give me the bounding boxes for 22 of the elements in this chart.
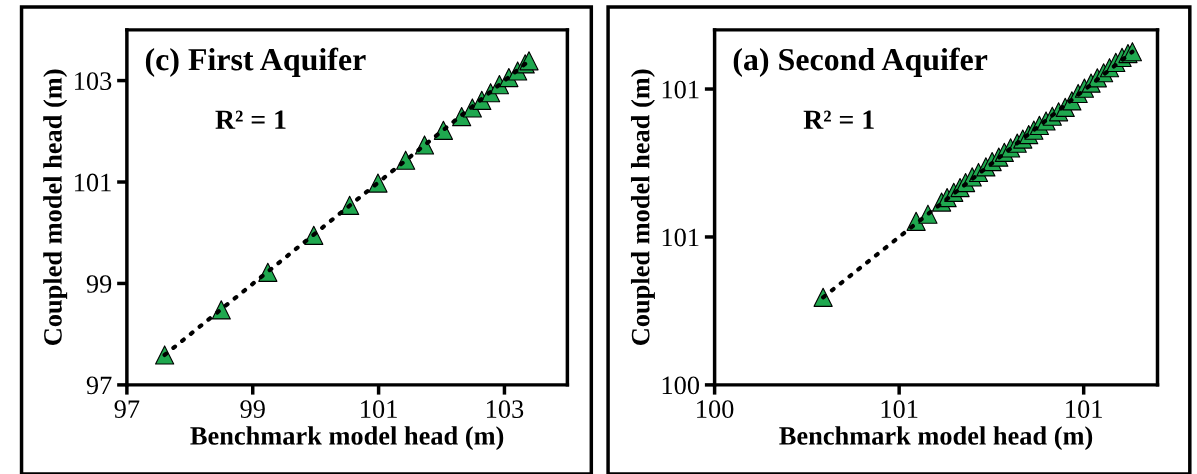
y-axis-title: Coupled model head (m) (630, 69, 655, 345)
y-tick-label: 101 (662, 80, 699, 99)
annotation: R² = 1 (215, 110, 286, 129)
y-tick-label: 101 (75, 173, 111, 192)
text: (a) Second Aquifer (733, 47, 988, 77)
x-tick-label: 100 (697, 400, 734, 419)
x-tick-label: 99 (240, 400, 265, 419)
x-tick-label: 103 (486, 400, 524, 419)
text: (c) First Aquifer (145, 47, 366, 77)
x-axis-title: Benchmark model head (m) (779, 426, 1093, 451)
annotation: R² = 1 (803, 110, 874, 129)
y-tick-label: 103 (75, 72, 112, 90)
x-tick-label: 97 (114, 400, 140, 419)
x-tick-label: 101 (361, 400, 397, 419)
y-tick-label: 100 (662, 376, 700, 395)
y-tick-label: 99 (86, 275, 112, 293)
y-tick-label: 97 (86, 376, 112, 395)
y-tick-label: 101 (662, 228, 699, 247)
y-axis-title: Coupled model head (m) (43, 69, 68, 345)
x-tick-label: 101 (881, 400, 918, 419)
x-tick-label: 101 (1066, 400, 1102, 419)
x-axis-title: Benchmark model head (m) (190, 426, 504, 451)
